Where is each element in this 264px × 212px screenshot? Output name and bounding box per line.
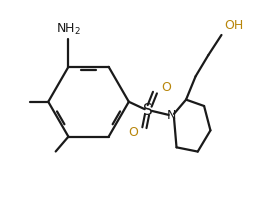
Text: O: O [162, 81, 171, 95]
Text: S: S [143, 103, 153, 118]
Text: O: O [129, 126, 139, 139]
Text: N: N [167, 109, 176, 122]
Text: NH$_2$: NH$_2$ [56, 22, 81, 37]
Text: OH: OH [224, 19, 243, 32]
